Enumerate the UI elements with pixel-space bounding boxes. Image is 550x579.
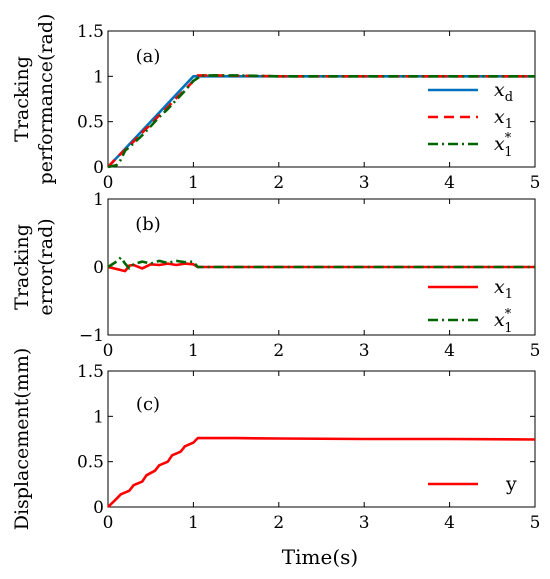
x-tick-label: 3 (359, 173, 370, 193)
legend-label: xd (494, 79, 513, 105)
y-axis-label: Displacement(mm) (11, 348, 33, 531)
x-tick-label: 4 (444, 513, 455, 533)
y-axis-label: error(rad) (35, 218, 57, 315)
x-tick-label: 0 (103, 513, 114, 533)
legend-label: x* 1 (494, 131, 513, 160)
y-tick-label: 1 (93, 67, 104, 87)
y-axis-label: Tracking (11, 56, 33, 142)
y-tick-label: 0.5 (77, 113, 104, 133)
y-tick-label: 1.5 (77, 362, 104, 382)
series-line-y (107, 436, 536, 508)
y-tick-label: 0 (93, 498, 104, 518)
panel-c: 0 1 2 3 4 5 0 0.5 1 1.5 Displacement(mm) (c) y (11, 348, 540, 533)
y-tick-label: 0.5 (77, 453, 104, 473)
x-tick-label: 3 (359, 513, 370, 533)
y-tick-label: −1 (79, 326, 104, 346)
legend: x1x* 1 (428, 276, 513, 336)
x-tick-label: 1 (188, 173, 199, 193)
x-tick-label: 0 (103, 341, 114, 361)
x-tick-label: 2 (273, 173, 284, 193)
y-tick-label: 1 (93, 190, 104, 210)
x-tick-label: 1 (188, 341, 199, 361)
x-tick-label: 4 (444, 341, 455, 361)
x-tick-label: 5 (530, 341, 541, 361)
panel-label: (c) (136, 394, 160, 415)
panel-label: (a) (136, 46, 161, 67)
panel-a: 0 1 2 3 4 5 0 0.5 1 1.5 Tracking performance(rad) (a… (11, 14, 540, 193)
legend-label: y (505, 473, 517, 495)
x-tick-label: 0 (103, 173, 114, 193)
legend: y (428, 473, 517, 495)
x-axis-label: Time(s) (282, 545, 358, 569)
y-tick-label: 0 (93, 258, 104, 278)
x-tick-label: 3 (359, 341, 370, 361)
x-tick-label: 5 (530, 513, 541, 533)
legend-label: x1 (494, 106, 513, 132)
panel-label: (b) (135, 214, 161, 235)
plot-frame (107, 30, 536, 168)
x-tick-label: 5 (530, 173, 541, 193)
y-axis-label: Tracking (11, 224, 33, 310)
y-tick-label: 0 (93, 158, 104, 178)
legend-label: x1 (494, 276, 513, 302)
y-tick-label: 1.5 (77, 22, 104, 42)
x-tick-label: 1 (188, 513, 199, 533)
x-tick-label: 2 (273, 341, 284, 361)
x-tick-label: 2 (273, 513, 284, 533)
legend-label: x* 1 (494, 307, 513, 336)
y-tick-label: 1 (93, 407, 104, 427)
x-tick-label: 4 (444, 173, 455, 193)
y-axis-label: performance(rad) (35, 14, 57, 185)
series-line-x1 (107, 256, 535, 270)
series-line-x1 (107, 74, 535, 169)
